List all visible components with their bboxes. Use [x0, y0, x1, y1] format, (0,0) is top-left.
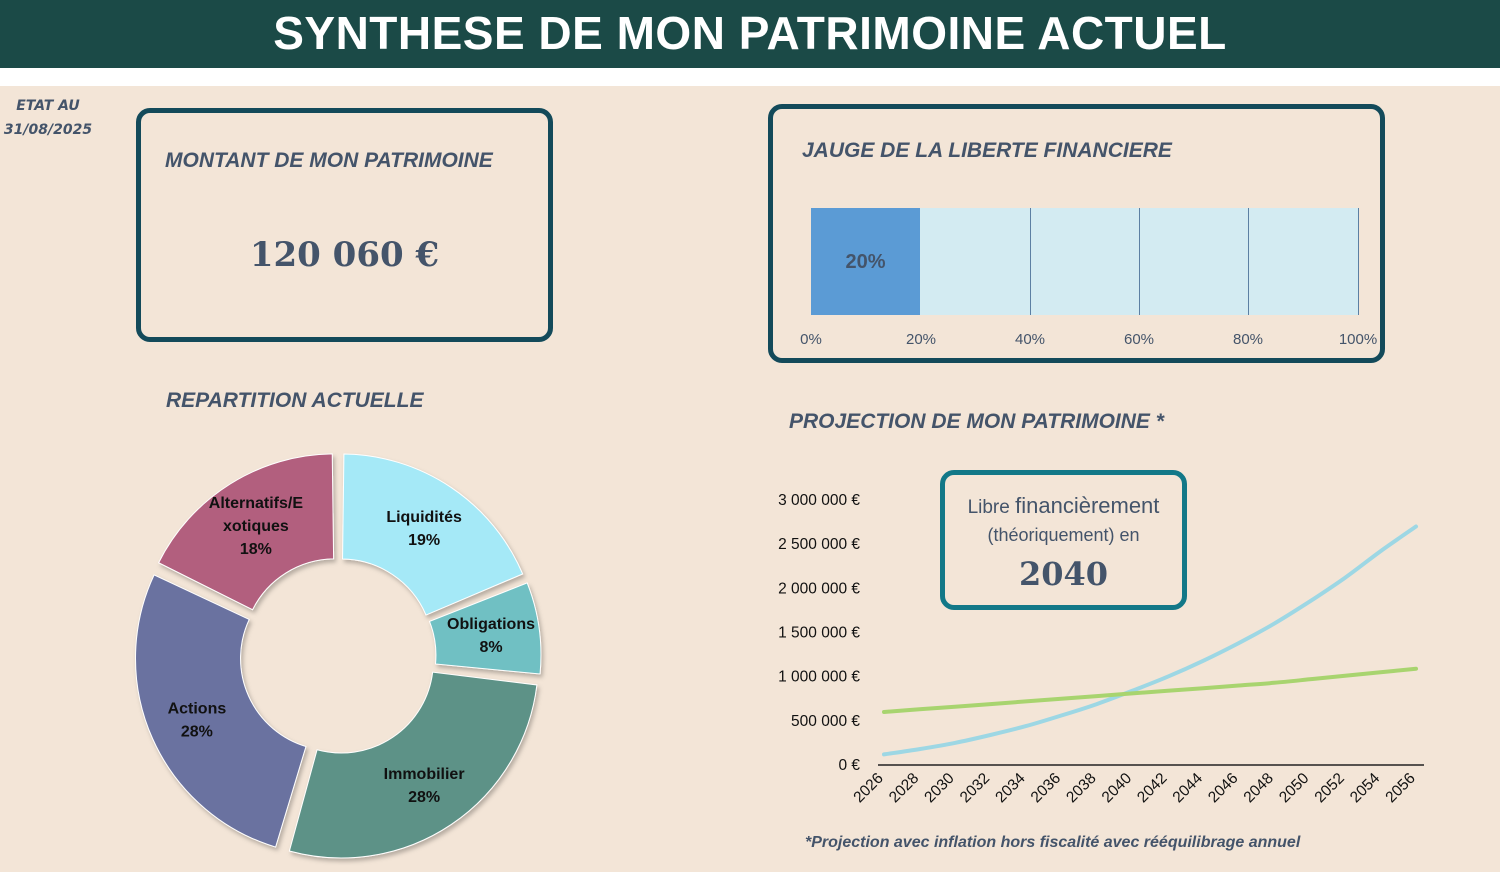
header-strip — [0, 68, 1500, 86]
libre-line1-b: financièrement — [1015, 493, 1160, 518]
x-tick-label: 2052 — [1312, 770, 1348, 806]
donut-slice — [342, 453, 524, 616]
x-tick-label: 2028 — [886, 770, 922, 806]
donut-slice-label: Immobilier 28% — [384, 766, 465, 806]
gauge-tick-label: 0% — [800, 331, 822, 348]
x-tick-label: 2046 — [1205, 770, 1241, 806]
y-tick-label: 500 000 € — [791, 713, 860, 730]
gauge-gridline — [1248, 208, 1249, 315]
donut-label-line: 8% — [479, 639, 502, 656]
donut-slice-label: Alternatifs/E xotiques 18% — [209, 495, 304, 558]
gauge-fill — [811, 208, 920, 315]
projection-footnote: *Projection avec inflation hors fiscalit… — [805, 834, 1301, 851]
donut-label-line: Liquidités — [386, 509, 462, 526]
x-tick-label: 2050 — [1276, 770, 1313, 807]
x-tick-label: 2032 — [957, 770, 993, 806]
projection-series-line — [882, 524, 1418, 757]
x-tick-label: 2026 — [850, 770, 886, 806]
donut-label-line: Actions — [168, 701, 227, 718]
x-tick-label: 2048 — [1241, 770, 1277, 806]
patrimoine-title: MONTANT DE MON PATRIMOINE — [165, 149, 493, 172]
gauge-tick-label: 40% — [1014, 331, 1046, 348]
donut-label-line: 18% — [240, 541, 272, 558]
donut-slice-label: Obligations 8% — [447, 616, 535, 656]
x-tick-label: 2042 — [1134, 770, 1170, 806]
gauge-tick-label: 20% — [905, 331, 937, 348]
libre-line2: (théoriquement) en — [987, 525, 1140, 545]
repartition-title: REPARTITION ACTUELLE — [166, 389, 424, 412]
y-tick-label: 1 500 000 € — [778, 625, 860, 642]
donut-slice — [135, 574, 307, 848]
gauge-gridline — [1139, 208, 1140, 315]
y-tick-label: 3 000 000 € — [778, 492, 860, 509]
gauge-tick-label: 100% — [1338, 331, 1378, 348]
libre-callout: Libre financièrement (théoriquement) en … — [940, 470, 1187, 610]
donut-slice — [428, 582, 542, 675]
jauge-title: JAUGE DE LA LIBERTE FINANCIERE — [802, 139, 1172, 162]
x-tick-label: 2036 — [1028, 770, 1064, 806]
date-value: 31/08/2025 — [3, 122, 93, 138]
date-label-prefix: ETAT AU — [16, 98, 80, 114]
donut-slice — [288, 671, 538, 859]
donut-label-line: Immobilier — [384, 766, 465, 783]
patrimoine-amount: 120 060 € — [249, 235, 440, 275]
libre-line1: Libre financièrement — [945, 493, 1182, 519]
target-series-line — [882, 666, 1418, 714]
libre-line1-a: Libre — [967, 497, 1010, 518]
gauge-value-label: 20% — [845, 251, 886, 273]
jauge-card: JAUGE DE LA LIBERTE FINANCIERE 20% 0% 20… — [768, 104, 1385, 363]
y-tick-label: 2 500 000 € — [778, 536, 860, 553]
gauge-gridline — [1358, 208, 1359, 315]
repartition-donut-chart: Liquidités 19%Obligations 8%Immobilier 28%A… — [135, 453, 542, 859]
patrimoine-card: MONTANT DE MON PATRIMOINE 120 060 € — [136, 108, 553, 342]
x-tick-label: 2038 — [1063, 770, 1099, 806]
date-label: ETAT AU 31/08/2025 — [0, 94, 98, 142]
donut-label-line: Alternatifs/E — [209, 495, 304, 512]
donut-label-line: Obligations — [447, 616, 535, 633]
x-tick-label: 2044 — [1170, 770, 1207, 807]
gauge-tick-label: 80% — [1232, 331, 1264, 348]
gauge-gridline — [1030, 208, 1031, 315]
gauge-tick-label: 60% — [1123, 331, 1155, 348]
x-tick-label: 2040 — [1099, 770, 1136, 807]
x-tick-label: 2030 — [921, 770, 958, 807]
x-tick-label: 2034 — [992, 770, 1029, 807]
projection-line-chart: 0 € 500 000 € 1 000 000 € 1 500 000 € 2 000 … — [778, 492, 1424, 807]
donut-slice-label: Actions 28% — [168, 701, 227, 741]
libre-year: 2040 — [1018, 555, 1109, 593]
y-tick-label: 1 000 000 € — [778, 669, 860, 686]
donut-label-line: 28% — [181, 724, 213, 741]
donut-slice-label: Liquidités 19% — [386, 509, 462, 549]
x-tick-label: 2056 — [1382, 770, 1418, 806]
donut-slice — [157, 453, 335, 611]
donut-label-line: 19% — [408, 532, 440, 549]
y-tick-label: 0 € — [838, 757, 860, 774]
donut-label-line: xotiques — [223, 518, 289, 535]
x-tick-label: 2054 — [1347, 770, 1384, 807]
y-tick-label: 2 000 000 € — [778, 580, 860, 597]
projection-title: PROJECTION DE MON PATRIMOINE * — [789, 410, 1164, 433]
donut-label-line: 28% — [408, 789, 440, 806]
page-title: SYNTHESE DE MON PATRIMOINE ACTUEL — [0, 0, 1500, 68]
